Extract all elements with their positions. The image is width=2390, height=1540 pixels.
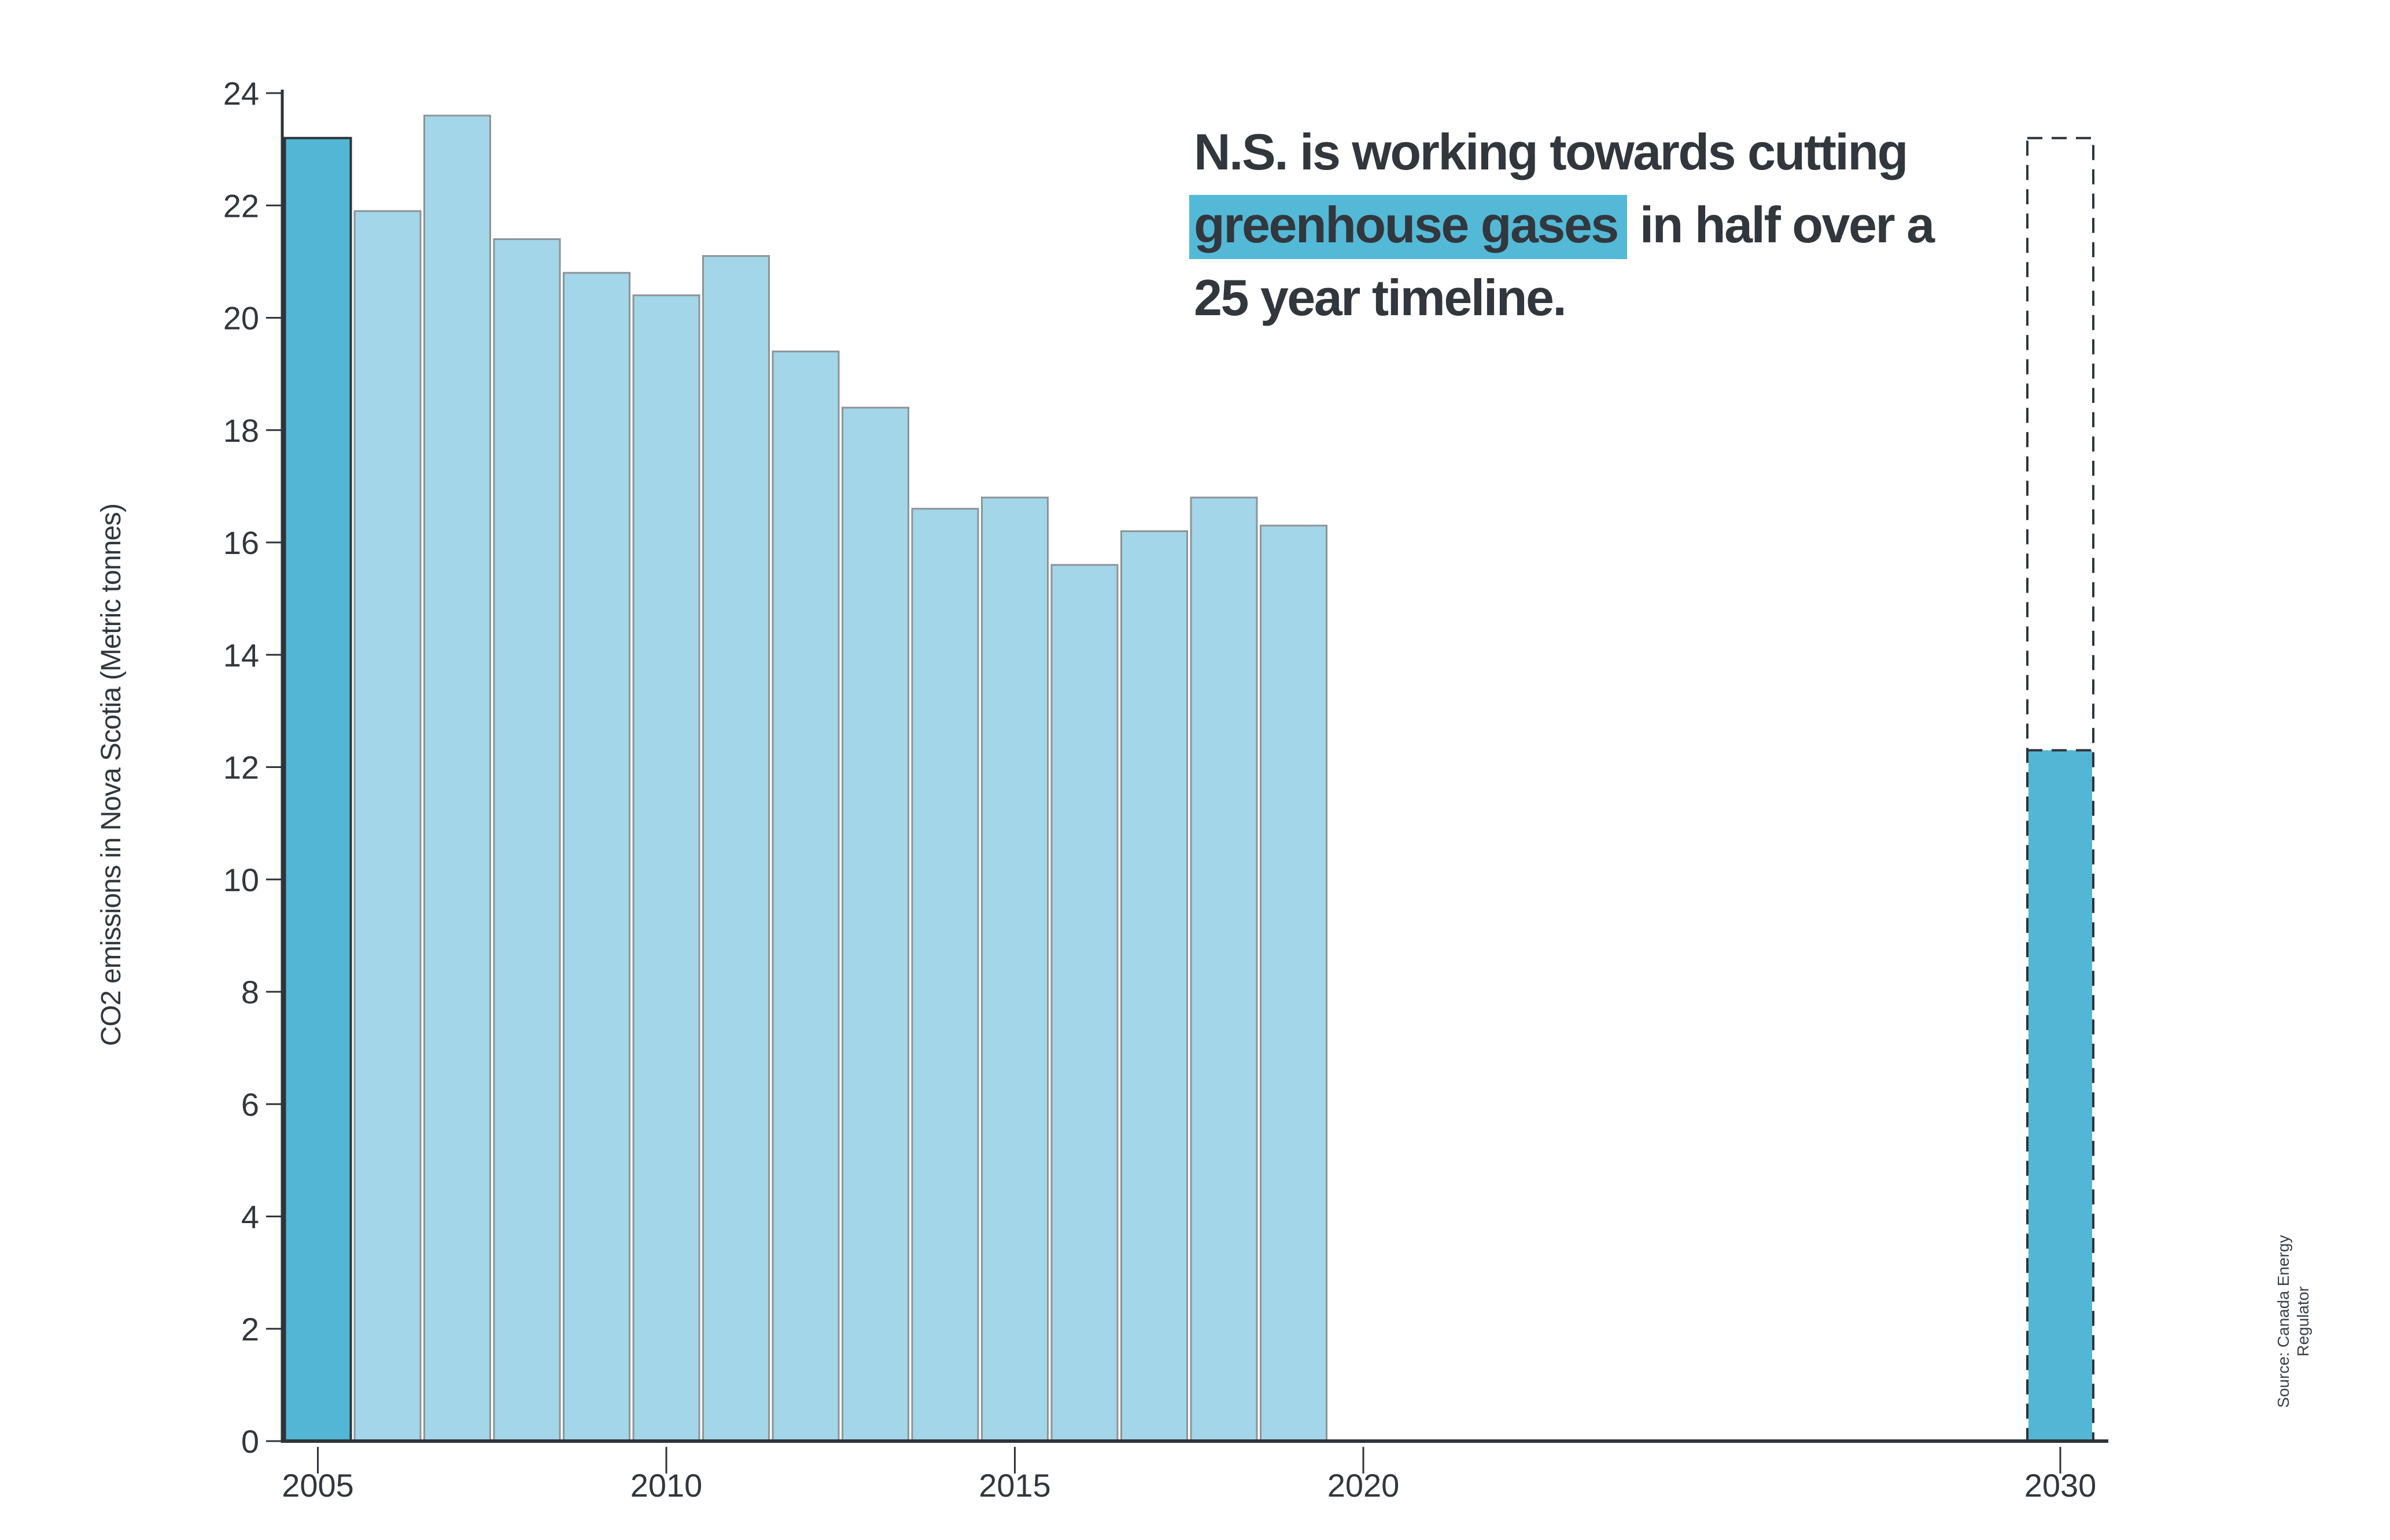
y-tick-label-20: 20 — [223, 300, 259, 337]
x-tick-label-2030: 2030 — [2024, 1467, 2097, 1504]
bar-2016 — [1050, 564, 1119, 1442]
bar-2005 — [283, 136, 352, 1443]
bar-2013 — [842, 407, 909, 1442]
bar-2010 — [632, 294, 700, 1442]
y-tick-label-6: 6 — [241, 1086, 259, 1122]
y-tick-label-0: 0 — [241, 1423, 259, 1460]
annotation-highlight-text: greenhouse gases — [1189, 195, 1627, 259]
y-tick-label-10: 10 — [223, 862, 259, 898]
bar-2015 — [981, 496, 1049, 1442]
y-tick-label-2: 2 — [241, 1311, 259, 1347]
annotation-line-2-rest: in half over a — [1626, 196, 1935, 253]
annotation-line-3: 25 year timeline. — [1194, 269, 1567, 326]
y-tick-label-8: 8 — [241, 974, 259, 1010]
y-tick-label-22: 22 — [223, 187, 259, 224]
annotation-block: N.S. is working towards cutting greenhou… — [1189, 116, 2061, 334]
annotation-line-1: N.S. is working towards cutting — [1194, 123, 1908, 180]
bar-2011 — [702, 255, 770, 1442]
bar-2017 — [1120, 530, 1188, 1442]
bar-2014 — [911, 508, 979, 1442]
y-tick-label-4: 4 — [241, 1199, 259, 1235]
y-tick-label-24: 24 — [223, 75, 259, 112]
source-note: Source: Canada Energy Regulator — [2274, 1235, 2312, 1408]
bar-2006 — [353, 210, 422, 1442]
bar-2008 — [493, 238, 561, 1442]
annotation-line-2: greenhouse gases in half over a — [1189, 189, 2061, 261]
y-tick-label-12: 12 — [223, 749, 259, 786]
x-tick-label-2020: 2020 — [1327, 1467, 1400, 1504]
y-tick-label-16: 16 — [223, 525, 259, 561]
y-tick-label-14: 14 — [223, 637, 259, 673]
bar-2007 — [423, 115, 491, 1442]
y-axis-title: CO2 emissions in Nova Scotia (Metric ton… — [96, 504, 127, 1046]
target-bar-fill-2030 — [2028, 750, 2092, 1440]
x-tick-label-2010: 2010 — [630, 1467, 703, 1504]
bar-2019 — [1260, 525, 1327, 1442]
x-tick-label-2015: 2015 — [979, 1467, 1051, 1504]
y-tick-label-18: 18 — [223, 412, 259, 449]
bar-2018 — [1190, 496, 1258, 1442]
bar-2012 — [772, 350, 840, 1442]
target-bar-outline-2030 — [2026, 136, 2094, 1443]
x-tick-label-2005: 2005 — [282, 1467, 354, 1504]
bar-2009 — [563, 272, 630, 1442]
